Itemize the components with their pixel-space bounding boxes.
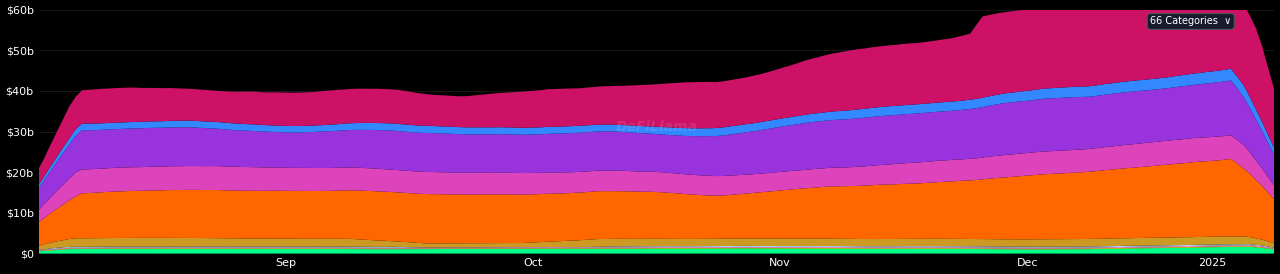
Text: 66 Categories  ∨: 66 Categories ∨: [1151, 16, 1231, 26]
Text: DeFiLlama: DeFiLlama: [616, 120, 698, 134]
